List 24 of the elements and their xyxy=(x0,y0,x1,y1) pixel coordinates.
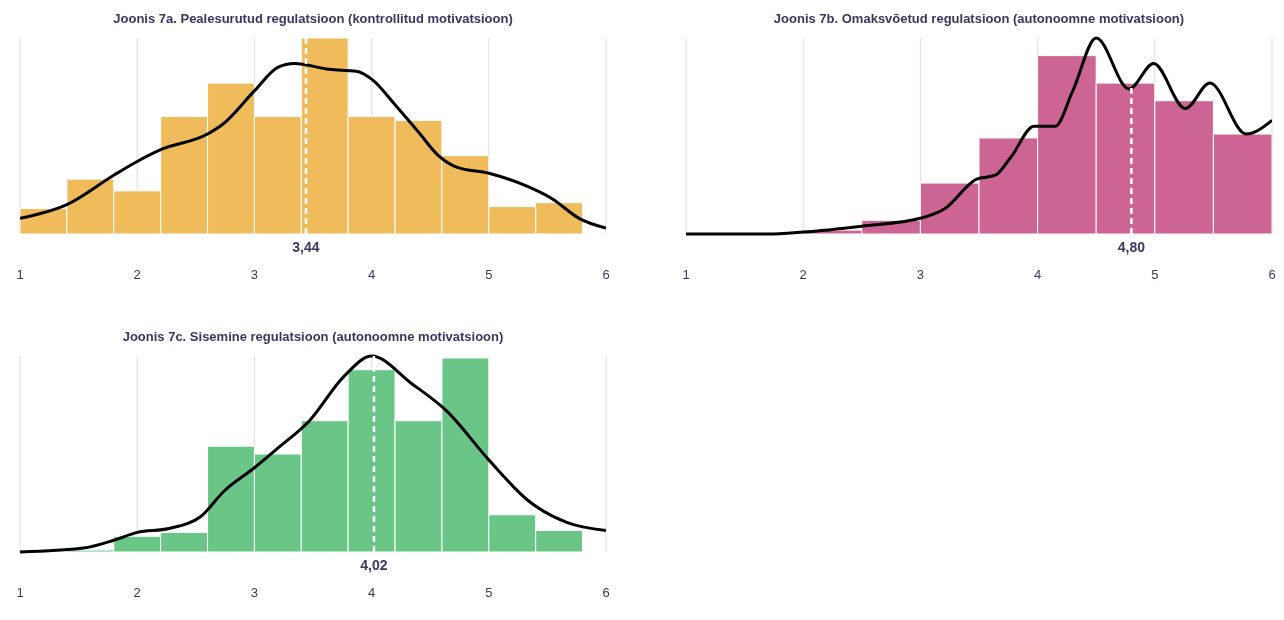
ref-line-label: 4,02 xyxy=(360,557,388,573)
chart-title: Joonis 7a. Pealesurutud regulatsioon (kontrollitud motivatsioon) xyxy=(112,10,514,28)
x-tick-label: 4 xyxy=(1033,267,1042,283)
x-tick-label: 2 xyxy=(133,585,141,601)
ref-line-label: 3,44 xyxy=(292,239,320,255)
x-tick-label: 3 xyxy=(916,267,925,283)
x-tick-label: 5 xyxy=(1151,267,1159,283)
x-tick-label: 1 xyxy=(16,267,24,283)
x-tick-label: 6 xyxy=(602,267,610,283)
ref-line-label: 4,80 xyxy=(1117,239,1146,255)
x-tick-label: 4 xyxy=(367,267,376,283)
x-tick-label: 5 xyxy=(485,585,493,601)
x-tick-label: 3 xyxy=(250,585,259,601)
x-tick-label: 5 xyxy=(485,267,493,283)
chart-title: Joonis 7b. Omaksvõetud regulatsioon (autonoomne motivatsioon) xyxy=(772,10,1186,28)
x-tick-label: 6 xyxy=(1268,267,1276,283)
chart-title: Joonis 7c. Sisemine regulatsioon (autonoomne motivatsioon) xyxy=(121,328,505,346)
x-tick-label: 2 xyxy=(133,267,141,283)
x-tick-label: 1 xyxy=(682,267,690,283)
x-tick-label: 3 xyxy=(250,267,259,283)
x-tick-label: 1 xyxy=(16,585,24,601)
x-tick-label: 4 xyxy=(367,585,376,601)
x-tick-label: 6 xyxy=(602,585,610,601)
x-tick-label: 2 xyxy=(799,267,807,283)
